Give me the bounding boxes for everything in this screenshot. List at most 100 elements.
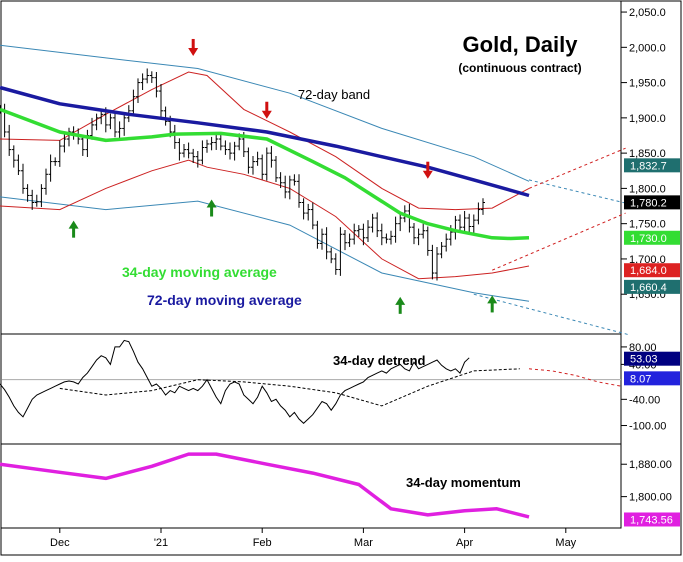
price-bar (347, 233, 352, 247)
price-bar (246, 147, 251, 174)
price-bar (430, 244, 435, 280)
price-bar (476, 202, 481, 225)
momentum-value-label-bg (624, 512, 680, 527)
price-bar (255, 151, 260, 166)
down-arrow-icon (188, 38, 199, 56)
price-value-label-bg (624, 158, 680, 173)
up-arrow-icon (206, 199, 217, 217)
price-bar (481, 198, 485, 215)
price-bar (30, 189, 35, 210)
momentum-line (0, 452, 530, 519)
detrend-tick-label: 80.00 (629, 342, 657, 354)
price-value-label-text: 1,684.0 (630, 265, 667, 277)
x-tick-label: May (555, 537, 576, 549)
price-bar (21, 163, 25, 194)
momentum-tick-label: 1,800.00 (629, 492, 672, 504)
detrend-smooth-line (59, 368, 520, 407)
price-tick-label: 2,050.0 (629, 7, 666, 19)
price-bar (200, 140, 205, 165)
detrend-line (0, 339, 470, 424)
price-bar (163, 106, 168, 126)
price-value-label-text: 1,832.7 (630, 160, 667, 172)
price-bar (44, 168, 48, 195)
price-bar (94, 113, 99, 131)
price-bar (117, 121, 122, 139)
detrend-label: 34-day detrend (333, 353, 426, 368)
price-bar (209, 136, 214, 151)
price-bar (57, 140, 62, 167)
price-bar (11, 145, 16, 168)
down-arrow-icon (422, 161, 433, 179)
price-bar (7, 124, 12, 156)
band72-lower-projection (473, 293, 631, 336)
price-bar (301, 198, 306, 220)
price-tick-label: 1,950.0 (629, 78, 666, 90)
up-arrow-head (68, 220, 79, 229)
price-tick-label: 1,750.0 (629, 219, 666, 231)
price-bar (329, 247, 334, 264)
price-bar (90, 117, 94, 140)
price-bar (425, 226, 430, 256)
band34-lower-projection (492, 212, 626, 271)
x-axis: Dec '21 Feb Mar Apr May (50, 528, 577, 549)
price-bar (149, 71, 154, 83)
up-arrow-icon (395, 296, 406, 314)
price-bar (389, 230, 393, 245)
price-bar (182, 143, 186, 158)
price-value-label-bg (624, 279, 680, 294)
price-bar (379, 223, 384, 246)
price-value-label-bg (624, 263, 680, 278)
price-bar (140, 73, 145, 90)
detrend-value-label: 8.07 (624, 371, 680, 386)
price-bar (172, 124, 177, 149)
down-arrow-head (261, 110, 272, 119)
x-tick-label: Feb (253, 537, 272, 549)
price-value-label: 1,684.0 (624, 263, 680, 278)
price-bar (122, 113, 127, 136)
price-bar (287, 175, 292, 200)
band72-label: 72-day band (298, 87, 370, 102)
detrend-value-label-text: 8.07 (630, 373, 651, 385)
detrend-panel-frame (0, 333, 622, 445)
momentum-value-label-text: 1,743.56 (630, 514, 673, 526)
ma34-line (0, 107, 530, 241)
band72-upper-line (0, 44, 530, 182)
price-bar (113, 112, 117, 138)
momentum-tick-label: 1,880.00 (629, 459, 672, 471)
price-bar (370, 213, 375, 233)
down-arrow-head (188, 47, 199, 56)
price-bar (310, 202, 315, 230)
price-bar (251, 155, 255, 175)
price-bar (16, 154, 21, 175)
price-bar (186, 142, 191, 159)
price-bar (471, 214, 476, 234)
price-bar (283, 175, 288, 199)
price-bar (375, 212, 380, 238)
price-bar (232, 141, 237, 161)
price-bar (458, 214, 462, 232)
price-bar (324, 227, 329, 260)
price-tick-label: 1,800.0 (629, 183, 666, 195)
ma72-line (0, 85, 530, 198)
price-bar (159, 84, 163, 119)
price-bar (393, 216, 398, 243)
x-tick-label: Apr (456, 537, 473, 549)
up-arrow-head (395, 296, 406, 305)
price-bar (435, 246, 439, 281)
x-tick-label: '21 (154, 537, 168, 549)
price-bar (306, 203, 311, 221)
price-panel: 2,050.0 2,000.0 1,950.0 1,900.0 1,850.0 1,800… (0, 7, 680, 336)
up-arrow-icon (68, 220, 79, 238)
detrend-projection (528, 368, 622, 387)
price-bar (278, 172, 283, 189)
down-arrow-icon (261, 101, 272, 119)
band34-upper-projection (528, 147, 626, 189)
band72-upper-projection (528, 179, 635, 206)
price-bar (292, 174, 297, 186)
band72-lower-line (0, 196, 530, 302)
price-bar (439, 242, 444, 259)
detrend-value-label-text: 53.03 (630, 354, 658, 366)
